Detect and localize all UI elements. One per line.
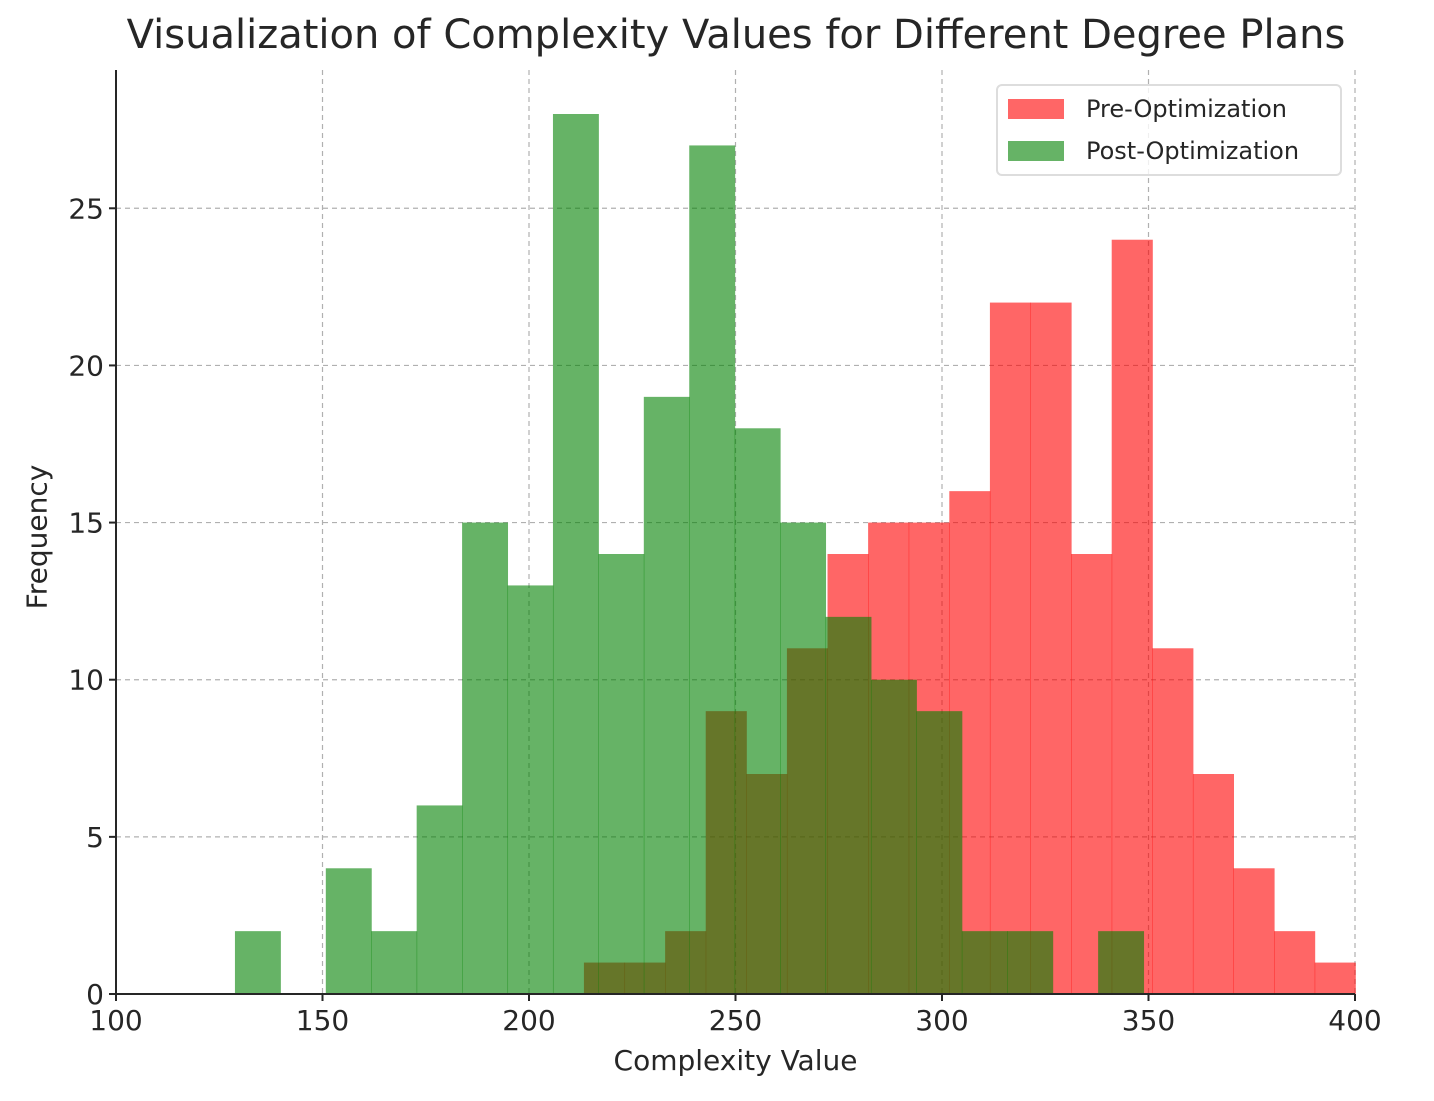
pre-optimization-bar bbox=[1071, 554, 1113, 994]
x-axis-label: Complexity Value bbox=[613, 1044, 858, 1077]
post-optimization-bar bbox=[1007, 931, 1054, 994]
x-tick-label: 300 bbox=[915, 1004, 968, 1037]
post-optimization-bar bbox=[371, 931, 418, 994]
pre-optimization-bar bbox=[1152, 648, 1194, 994]
y-tick-label: 0 bbox=[86, 978, 104, 1011]
x-tick-label: 150 bbox=[296, 1004, 349, 1037]
post-optimization-bar bbox=[552, 114, 599, 994]
y-axis-label: Frequency bbox=[20, 464, 54, 610]
x-tick-label: 100 bbox=[89, 1004, 142, 1037]
post-optimization-bar bbox=[643, 396, 690, 994]
pre-optimization-bar bbox=[1233, 868, 1275, 994]
legend: Pre-Optimization Post-Optimization bbox=[996, 84, 1342, 176]
post-optimization-bar bbox=[507, 585, 554, 994]
x-tick-label: 400 bbox=[1328, 1004, 1381, 1037]
legend-label-post: Post-Optimization bbox=[1086, 137, 1300, 165]
post-optimization-bar bbox=[961, 931, 1008, 994]
pre-optimization-bar bbox=[1314, 962, 1356, 994]
post-optimization-bar bbox=[234, 931, 281, 994]
post-optimization-bar bbox=[325, 868, 372, 994]
y-tick-label: 10 bbox=[68, 664, 104, 697]
post-optimization-bar bbox=[734, 428, 781, 994]
pre-optimization-bar bbox=[989, 302, 1032, 995]
post-optimization-bar bbox=[689, 145, 736, 994]
post-optimization-bar bbox=[1098, 931, 1145, 994]
pre-optimization-bar bbox=[1274, 931, 1316, 994]
legend-item-pre: Pre-Optimization bbox=[1008, 94, 1287, 124]
post-optimization-bar bbox=[598, 554, 645, 994]
y-tick-label: 20 bbox=[68, 349, 104, 382]
post-optimization-bar bbox=[462, 522, 509, 994]
pre-optimization-bar bbox=[1030, 302, 1072, 995]
chart-title: Visualization of Complexity Values for D… bbox=[126, 12, 1346, 58]
legend-item-post: Post-Optimization bbox=[1008, 136, 1299, 166]
post-optimization-bar bbox=[916, 711, 963, 994]
post-optimization-bar bbox=[780, 522, 827, 994]
y-tick-label: 25 bbox=[68, 192, 104, 225]
x-tick-label: 250 bbox=[709, 1004, 762, 1037]
x-tick-label: 200 bbox=[502, 1004, 555, 1037]
y-tick-label: 5 bbox=[86, 821, 104, 854]
x-tick-label: 350 bbox=[1122, 1004, 1175, 1037]
post-optimization-bar bbox=[825, 616, 872, 994]
y-tick-label: 15 bbox=[68, 507, 104, 540]
pre-optimization-bar bbox=[1192, 774, 1234, 994]
legend-swatch-pre bbox=[1008, 99, 1064, 119]
pre-optimization-bar bbox=[1111, 239, 1153, 994]
legend-swatch-post bbox=[1008, 141, 1064, 161]
legend-label-pre: Pre-Optimization bbox=[1086, 95, 1288, 123]
post-optimization-bar bbox=[870, 679, 917, 994]
post-optimization-bar bbox=[416, 805, 463, 994]
